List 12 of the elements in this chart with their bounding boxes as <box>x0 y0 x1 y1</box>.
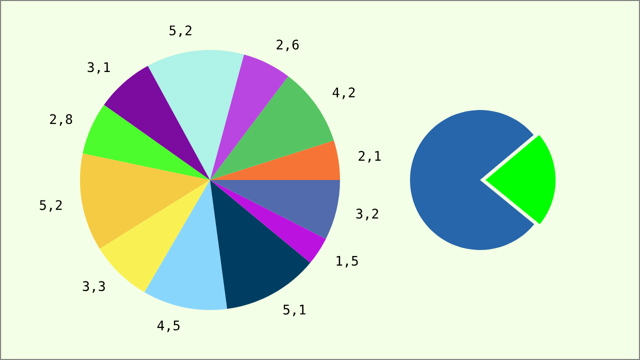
data-label: 5,2 <box>40 200 62 212</box>
data-label: 2,6 <box>276 40 299 52</box>
data-label: 3,3 <box>82 281 105 293</box>
data-label: 4,5 <box>157 320 180 332</box>
data-label: 1,5 <box>336 256 358 268</box>
data-label: 3,2 <box>356 208 378 220</box>
data-label: 5,2 <box>170 25 192 38</box>
data-label: 4,2 <box>332 87 355 100</box>
data-label: 5,1 <box>283 304 306 316</box>
data-label: 2,1 <box>358 150 381 163</box>
data-label: 2,8 <box>50 114 72 126</box>
data-label: 3,1 <box>88 62 110 74</box>
